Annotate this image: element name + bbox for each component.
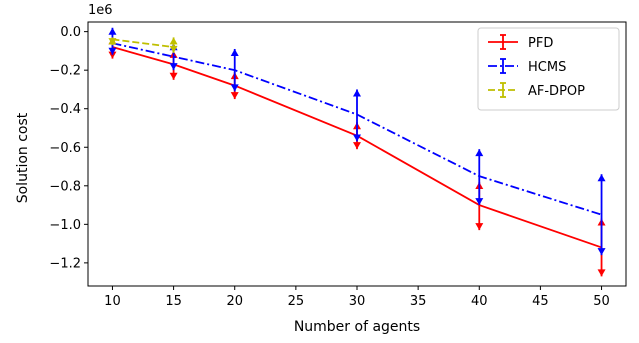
y-offset-label: 1e6 (88, 3, 113, 18)
error-bar-lower-arrow (597, 269, 606, 277)
legend-label: HCMS (528, 60, 566, 75)
y-axis-label: Solution cost (15, 112, 31, 203)
series-hcms (108, 27, 606, 256)
error-bar-lower-arrow (353, 134, 361, 142)
x-tick-label: 20 (226, 294, 243, 309)
legend: PFD HCMS AF-DPOP (477, 27, 620, 111)
legend-label: PFD (528, 36, 553, 51)
x-tick-label: 30 (349, 294, 366, 309)
error-bar-upper-arrow (475, 149, 484, 157)
error-bar-lower-arrow (475, 198, 484, 206)
error-bar-lower-arrow (169, 45, 178, 53)
error-bar-lower-arrow (475, 223, 484, 231)
x-tick-label: 15 (165, 294, 182, 309)
error-bar-lower-arrow (169, 72, 178, 80)
x-tick-label: 50 (593, 294, 610, 309)
x-tick-label: 45 (532, 294, 549, 309)
x-tick-label: 10 (104, 294, 121, 309)
x-tick-label: 40 (471, 294, 488, 309)
error-bar-lower-arrow (353, 142, 361, 150)
error-bar-lower-arrow (230, 92, 239, 100)
y-tick-label: −0.8 (49, 179, 81, 194)
y-tick-label: −0.2 (49, 64, 81, 79)
error-bar-lower-arrow (169, 63, 178, 71)
error-bar-lower-arrow (597, 248, 606, 256)
series-line (112, 46, 602, 249)
error-bar-lower-arrow (230, 84, 239, 92)
error-bar-upper-arrow (353, 89, 361, 97)
error-bar-upper-arrow (169, 37, 178, 45)
error-bar-upper-arrow (108, 27, 117, 35)
error-bar-lower-arrow (108, 47, 117, 55)
x-tick-label: 25 (288, 294, 305, 309)
error-bar-upper-arrow (230, 48, 239, 56)
axes: 10 15 20 25 30 35 40 45 50 0.0 −0.2 −0.4 −0.6 −0.8 −1.… (49, 21, 627, 309)
y-tick-label: −0.6 (49, 141, 81, 156)
series-pfd (108, 37, 606, 277)
x-axis-label: Number of agents (294, 319, 420, 335)
series-af-dpop (108, 37, 178, 53)
y-tick-label: 0.0 (60, 25, 81, 40)
plot-area (108, 27, 606, 277)
error-bar-upper-arrow (597, 174, 606, 182)
x-tick-label: 35 (410, 294, 427, 309)
y-tick-label: −1.0 (49, 218, 81, 233)
legend-label: AF-DPOP (528, 84, 585, 99)
y-tick-label: −1.2 (49, 256, 81, 271)
series-line (112, 38, 174, 48)
y-tick-label: −0.4 (49, 102, 81, 117)
series-line (112, 42, 602, 216)
error-bar-lower-arrow (108, 51, 117, 59)
